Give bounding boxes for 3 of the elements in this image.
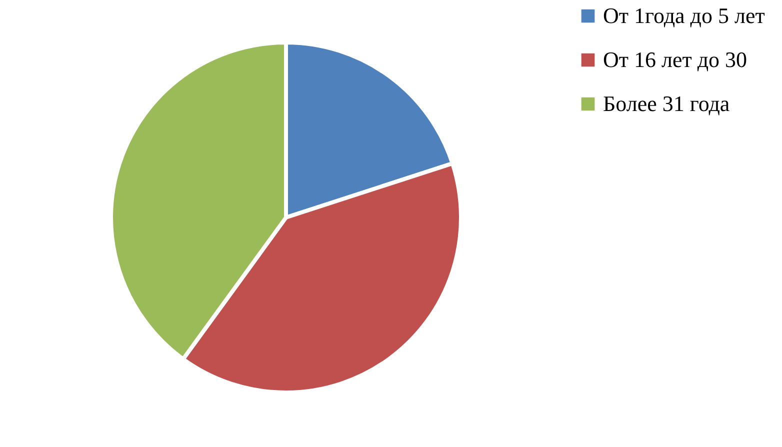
legend-label: Более 31 года [603, 91, 730, 116]
legend-label: От 1года до 5 лет [603, 3, 766, 28]
legend-label: От 16 лет до 30 [603, 47, 748, 72]
